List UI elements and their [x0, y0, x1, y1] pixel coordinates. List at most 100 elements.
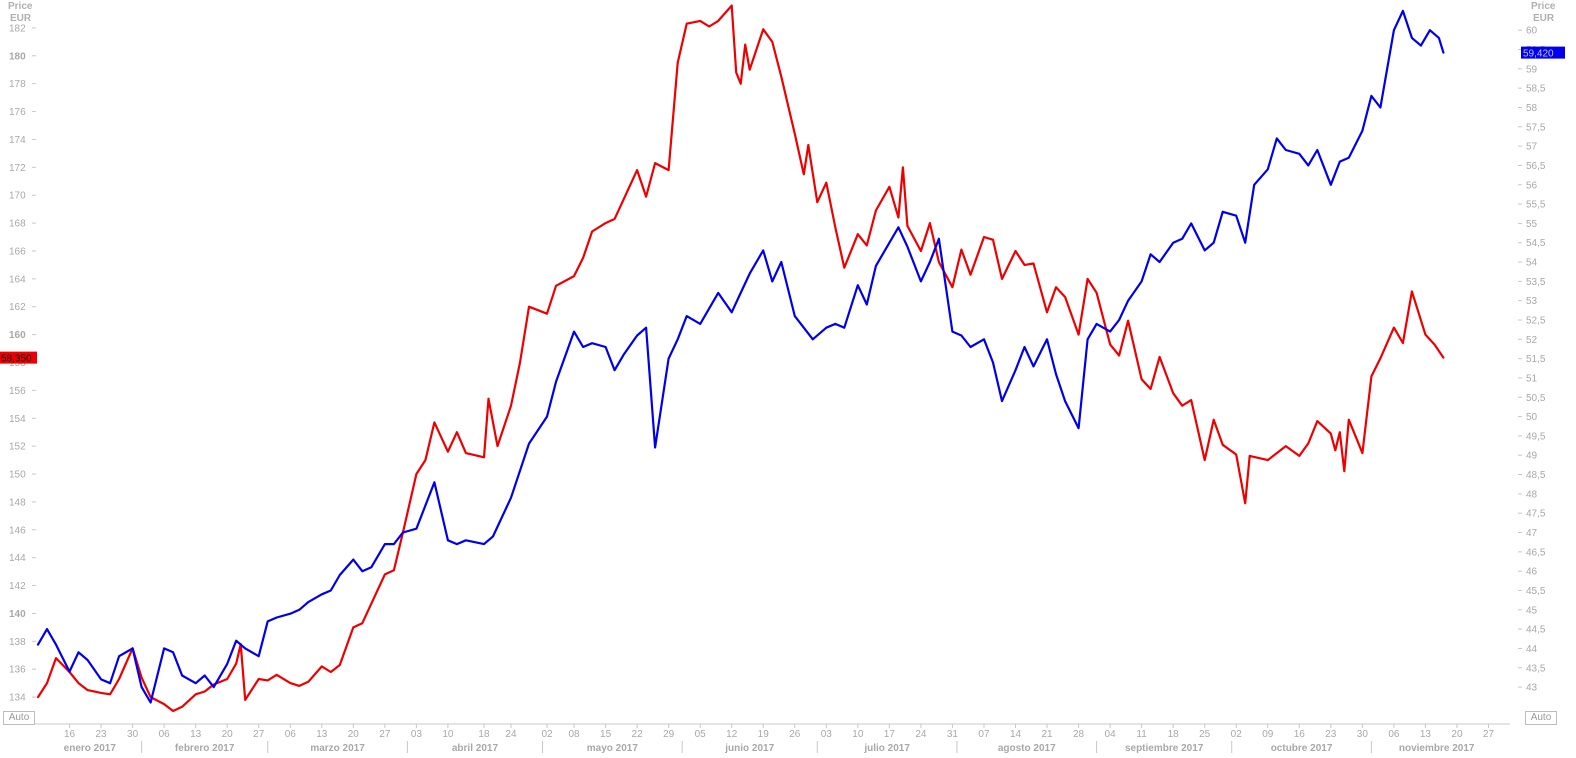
left-tick-label: 156	[9, 386, 26, 397]
day-tick-label: 05	[695, 729, 707, 740]
left-tick-label: 174	[9, 135, 26, 146]
auto-scale-left-button[interactable]: Auto	[3, 711, 35, 725]
right-tick-label: 58	[1526, 103, 1538, 114]
right-tick-label: 54	[1526, 258, 1538, 269]
day-tick-label: 27	[379, 729, 391, 740]
month-label: julio 2017	[863, 743, 910, 754]
right-tick-label: 52	[1526, 335, 1538, 346]
right-tick-label: 57	[1526, 142, 1538, 153]
day-tick-label: 09	[1262, 729, 1274, 740]
right-last-value-label: 59,420	[1523, 49, 1554, 60]
day-tick-label: 29	[663, 729, 675, 740]
right-tick-label: 47,5	[1526, 509, 1546, 520]
day-tick-label: 02	[1231, 729, 1243, 740]
right-tick-label: 44,5	[1526, 625, 1546, 636]
last-value-markers: 58,350 59,420	[0, 46, 1565, 365]
day-tick-label: 30	[1357, 729, 1369, 740]
left-tick-label: 152	[9, 442, 26, 453]
right-tick-label: 56	[1526, 180, 1538, 191]
month-label: octubre 2017	[1271, 743, 1333, 754]
day-tick-label: 02	[541, 729, 553, 740]
left-tick-label: 148	[9, 497, 26, 508]
right-tick-label: 57,5	[1526, 122, 1546, 133]
right-axis-header-line-1: Price	[1531, 1, 1556, 12]
left-tick-label: 154	[9, 414, 26, 425]
day-tick-label: 08	[568, 729, 580, 740]
left-tick-label: 160	[9, 330, 26, 341]
right-tick-label: 48	[1526, 489, 1538, 500]
right-tick-label: 60	[1526, 26, 1538, 37]
right-tick-label: 43	[1526, 683, 1538, 694]
day-tick-label: 14	[1010, 729, 1022, 740]
month-label: septiembre 2017	[1125, 743, 1204, 754]
day-tick-label: 28	[1073, 729, 1085, 740]
day-tick-label: 04	[1105, 729, 1117, 740]
right-tick-label: 53,5	[1526, 277, 1546, 288]
day-tick-label: 16	[1294, 729, 1306, 740]
series-layer	[36, 4, 1445, 713]
left-tick-label: 150	[9, 470, 26, 481]
right-tick-label: 50,5	[1526, 393, 1546, 404]
day-tick-label: 30	[127, 729, 139, 740]
left-tick-label: 142	[9, 581, 26, 592]
day-tick-label: 12	[726, 729, 738, 740]
day-tick-label: 10	[852, 729, 864, 740]
left-axis-ticks: 1341361381401421441461481501521541561581…	[9, 23, 36, 704]
left-tick-label: 162	[9, 302, 26, 313]
right-last-value-marker	[1521, 46, 1565, 59]
right-tick-label: 46	[1526, 567, 1538, 578]
left-tick-label: 172	[9, 163, 26, 174]
right-tick-label: 56,5	[1526, 161, 1546, 172]
day-tick-label: 07	[978, 729, 990, 740]
day-tick-label: 06	[1388, 729, 1400, 740]
left-tick-label: 136	[9, 665, 26, 676]
left-tick-label: 180	[9, 51, 26, 62]
day-tick-label: 21	[1041, 729, 1053, 740]
day-tick-label: 24	[915, 729, 927, 740]
time-axis: 16 23 30 06 13 20 27 06 13 20 27 03 10 18 24 02 08 15 22 29…	[34, 723, 1510, 754]
day-tick-label: 10	[442, 729, 454, 740]
day-tick-label: 18	[478, 729, 490, 740]
day-tick-label: 23	[96, 729, 108, 740]
left-tick-label: 168	[9, 219, 26, 230]
day-tick-label: 24	[505, 729, 517, 740]
day-tick-label: 23	[1325, 729, 1337, 740]
right-tick-label: 58,5	[1526, 84, 1546, 95]
right-tick-label: 51	[1526, 373, 1538, 384]
right-tick-label: 50	[1526, 412, 1538, 423]
right-tick-label: 55	[1526, 219, 1538, 230]
month-label: febrero 2017	[175, 743, 235, 754]
left-tick-label: 178	[9, 79, 26, 90]
day-tick-label: 22	[632, 729, 644, 740]
day-tick-label: 03	[411, 729, 423, 740]
left-tick-label: 134	[9, 693, 26, 704]
right-tick-label: 43,5	[1526, 663, 1546, 674]
month-label: abril 2017	[452, 743, 499, 754]
day-tick-label: 13	[316, 729, 328, 740]
month-label: noviembre 2017	[1399, 743, 1475, 754]
right-tick-label: 47	[1526, 528, 1538, 539]
right-tick-label: 51,5	[1526, 354, 1546, 365]
day-tick-label: 31	[947, 729, 959, 740]
right-tick-label: 49	[1526, 451, 1538, 462]
day-tick-label: 11	[1136, 729, 1147, 740]
left-tick-label: 164	[9, 274, 26, 285]
auto-scale-right-button[interactable]: Auto	[1525, 711, 1557, 725]
month-label: enero 2017	[64, 743, 117, 754]
day-tick-label: 15	[600, 729, 612, 740]
right-tick-label: 53	[1526, 296, 1538, 307]
right-axis-header-line-2: EUR	[1533, 13, 1555, 24]
day-tick-label: 03	[821, 729, 833, 740]
month-label: junio 2017	[724, 743, 774, 754]
left-tick-label: 182	[9, 23, 26, 34]
day-tick-label: 19	[758, 729, 770, 740]
day-tick-label: 20	[1451, 729, 1463, 740]
left-axis-header: Price EUR	[8, 1, 33, 24]
right-tick-label: 55,5	[1526, 200, 1546, 211]
day-tick-label: 27	[1483, 729, 1495, 740]
left-axis-header-line-2: EUR	[10, 13, 32, 24]
right-axis-header: Price EUR	[1531, 1, 1556, 24]
blue-price-line	[36, 9, 1445, 704]
left-last-value-label: 58,350	[1, 354, 32, 365]
